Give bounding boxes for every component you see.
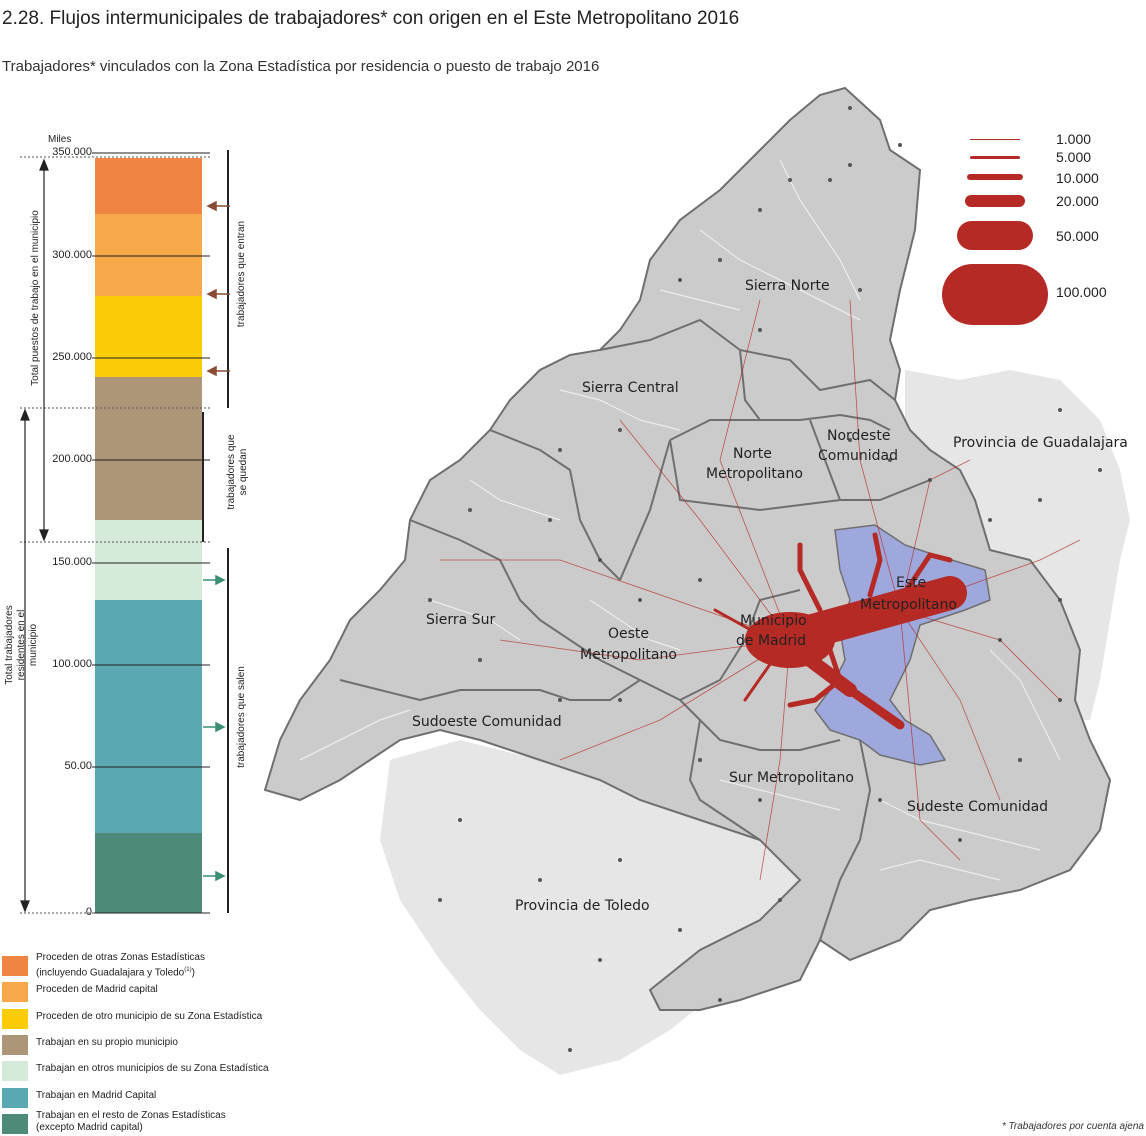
region-sierra-sur: Sierra Sur (426, 612, 495, 628)
flow-legend-5000 (970, 156, 1020, 159)
legend-swatch (2, 1035, 28, 1055)
legend-swatch (2, 982, 28, 1002)
region-oeste: Oeste (608, 626, 649, 642)
flow-legend-label: 20.000 (1056, 193, 1099, 209)
settlement-dots (428, 106, 1102, 1052)
flow-legend-10000 (967, 174, 1023, 180)
flow-legend-1000 (970, 139, 1020, 140)
flow-legend-20000 (965, 195, 1025, 207)
legend-label: Trabajan en el resto de Zonas Estadístic… (36, 1110, 226, 1133)
legend-label: Proceden de otras Zonas Estadísticas (in… (36, 952, 205, 979)
flow-node-madrid (745, 612, 835, 668)
flow-legend-label: 10.000 (1056, 170, 1099, 186)
region-oeste-2: Metropolitano (580, 647, 677, 663)
region-sierra-central: Sierra Central (582, 380, 679, 396)
region-guadalajara: Provincia de Guadalajara (953, 435, 1128, 451)
bar-segment-1 (95, 600, 202, 833)
tick-label: 100.000 (52, 658, 92, 670)
region-este: Este (896, 575, 926, 591)
region-madrid: Municipio (740, 613, 807, 629)
region-norte-metropolitano: Norte (733, 446, 772, 462)
bar-segment-3 (95, 376, 202, 520)
label-total-jobs: Total puestos de trabajo en el municipio (30, 210, 41, 386)
legend-swatch (2, 1088, 28, 1108)
footnote: * Trabajadores por cuenta ajena (1001, 1121, 1144, 1132)
axis-unit-label: Miles (48, 134, 72, 145)
region-norte-metropolitano-2: Metropolitano (706, 466, 803, 482)
tick-label: 200.000 (52, 453, 92, 465)
bar-segment-6 (95, 158, 202, 214)
legend-label: Trabajan en Madrid Capital (36, 1090, 157, 1101)
tick-label: 0 (85, 906, 92, 918)
region-sudoeste: Sudoeste Comunidad (412, 714, 562, 730)
flow-legend-100000 (942, 264, 1048, 325)
region-nordeste: Nordeste (827, 428, 890, 444)
tick-label: 350.000 (52, 146, 92, 158)
tick-label: 150.000 (52, 556, 92, 568)
flow-legend-label: 5.000 (1056, 149, 1092, 165)
label-incoming: trabajadores que entran (236, 220, 247, 328)
flow-node-este (920, 583, 960, 607)
flow-legend-label: 50.000 (1056, 228, 1099, 244)
label-total-residents: Total trabajadores residentes en el muni… (4, 605, 39, 685)
tick-label: 50.00 (64, 760, 92, 772)
region-nordeste-2: Comunidad (818, 448, 898, 464)
label-staying: trabajadores que se quedan (226, 434, 249, 510)
bar-segment-2 (95, 519, 202, 601)
region-sudeste: Sudeste Comunidad (907, 799, 1048, 815)
legend-label: Trabajan en otros municipios de su Zona … (36, 1063, 269, 1074)
flow-legend-label: 1.000 (1056, 131, 1092, 147)
flow-legend-50000 (957, 221, 1033, 250)
region-sierra-norte: Sierra Norte (745, 278, 830, 294)
bar-segment-4 (95, 296, 202, 377)
minor-flows (440, 299, 1081, 881)
label-outgoing: trabajadores que salen (236, 666, 247, 768)
legend-label: Trabajan en su propio municipio (36, 1037, 178, 1048)
tick-label: 300.000 (52, 249, 92, 261)
legend-swatch (2, 1061, 28, 1081)
legend-swatch (2, 1114, 28, 1134)
flow-legend-label: 100.000 (1056, 284, 1107, 300)
bar-segment-0 (95, 832, 202, 913)
community-of-madrid (263, 86, 1112, 1011)
region-toledo: Provincia de Toledo (515, 898, 650, 914)
legend-label: Proceden de otro municipio de su Zona Es… (36, 1011, 263, 1022)
flow-width-legend (942, 139, 1048, 325)
region-madrid-2: de Madrid (736, 633, 806, 649)
legend-swatch (2, 1009, 28, 1029)
region-sur-metropolitano: Sur Metropolitano (729, 770, 854, 786)
tick-label: 250.000 (52, 351, 92, 363)
page-title: 2.28. Flujos intermunicipales de trabaja… (2, 8, 740, 29)
region-este-2: Metropolitano (860, 597, 957, 613)
legend-swatch (2, 956, 28, 976)
region-labels: Sierra Norte Sierra Central Norte Metrop… (412, 278, 1128, 914)
municipality-borders (299, 159, 1061, 881)
flow-map: Sierra Norte Sierra Central Norte Metrop… (263, 86, 1130, 1075)
bar-segment-5 (95, 213, 202, 297)
page-subtitle: Trabajadores* vinculados con la Zona Est… (2, 58, 600, 75)
legend-label: Proceden de Madrid capital (36, 984, 158, 995)
bar-annotations (20, 150, 230, 914)
